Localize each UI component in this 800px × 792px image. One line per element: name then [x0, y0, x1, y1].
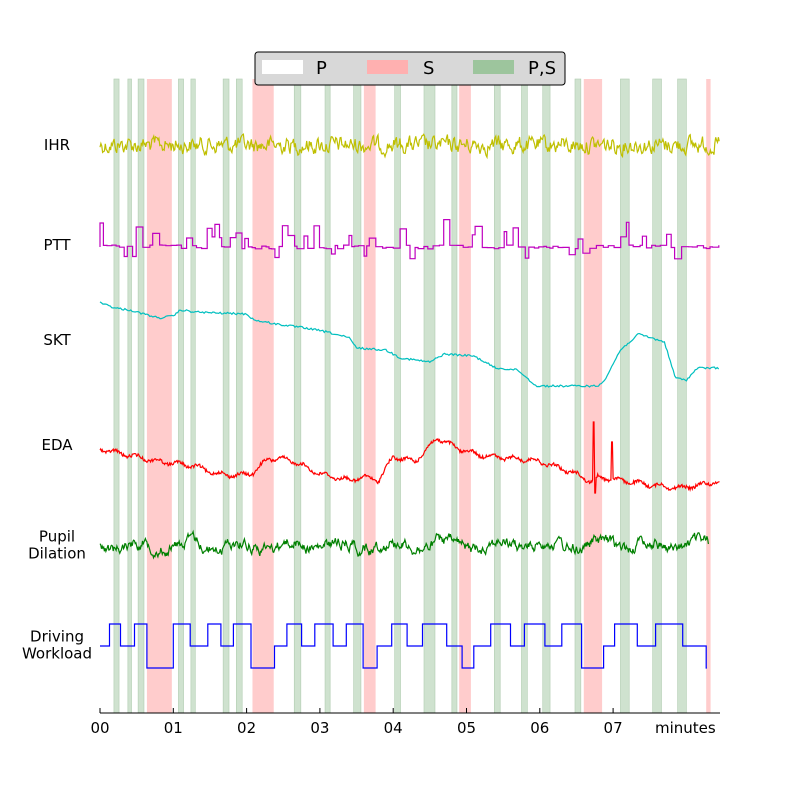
legend-swatch	[473, 60, 514, 74]
ps-band	[394, 78, 401, 714]
s-band	[146, 79, 172, 713]
s-band	[363, 79, 376, 713]
s-band	[252, 79, 274, 713]
x-tick-label: 07	[604, 719, 623, 737]
x-axis-ticks: 00 01 02 03 04 05 06 07	[90, 708, 623, 737]
s-band	[706, 79, 711, 713]
signal-label: Driving	[30, 628, 84, 646]
ps-band	[293, 78, 302, 714]
signal-trace	[99, 421, 720, 494]
legend: P S P,S	[254, 51, 566, 86]
signal-label: EDA	[41, 436, 73, 454]
ps-band	[127, 78, 132, 714]
ps-band	[677, 78, 687, 714]
ps-band	[423, 78, 436, 714]
signal-label: Workload	[22, 645, 92, 663]
ps-band	[236, 78, 243, 714]
signal-label: SKT	[43, 331, 71, 349]
legend-label: P	[316, 58, 327, 79]
x-tick-label: 04	[384, 719, 403, 737]
ps-band	[324, 78, 331, 714]
condition-bands	[113, 78, 711, 714]
signal-trace	[99, 132, 720, 160]
ps-band	[542, 78, 551, 714]
ps-band	[451, 78, 458, 714]
ps-band	[574, 78, 582, 714]
s-band	[583, 79, 603, 713]
signal-trace	[99, 529, 709, 560]
x-tick-label: 05	[457, 719, 476, 737]
x-tick-label: 00	[90, 719, 109, 737]
signal-label: Pupil	[39, 528, 75, 546]
signal-trace	[99, 219, 720, 260]
signal-trace	[100, 623, 707, 669]
ps-band	[353, 78, 362, 714]
legend-label: S	[423, 58, 434, 79]
signal-label: Dilation	[28, 545, 86, 563]
ps-band	[652, 78, 662, 714]
ps-band	[494, 78, 501, 714]
x-tick-label: 03	[310, 719, 329, 737]
ps-band	[137, 78, 145, 714]
signal-trace	[99, 301, 720, 388]
x-tick-label: 01	[164, 719, 183, 737]
ps-band	[190, 78, 196, 714]
legend-swatch	[367, 60, 408, 74]
ps-band	[178, 78, 184, 714]
signal-traces	[99, 132, 720, 669]
x-tick-label: 06	[530, 719, 549, 737]
x-tick-label: 02	[237, 719, 256, 737]
ps-band	[222, 78, 230, 714]
signal-label: PTT	[43, 236, 71, 254]
legend-swatch	[262, 60, 303, 74]
ps-band	[620, 78, 630, 714]
ps-band	[521, 78, 528, 714]
signal-label: IHR	[44, 136, 70, 154]
legend-label: P,S	[528, 58, 556, 79]
s-band	[459, 79, 471, 713]
ps-band	[113, 78, 120, 714]
x-axis-label: minutes	[655, 719, 716, 737]
